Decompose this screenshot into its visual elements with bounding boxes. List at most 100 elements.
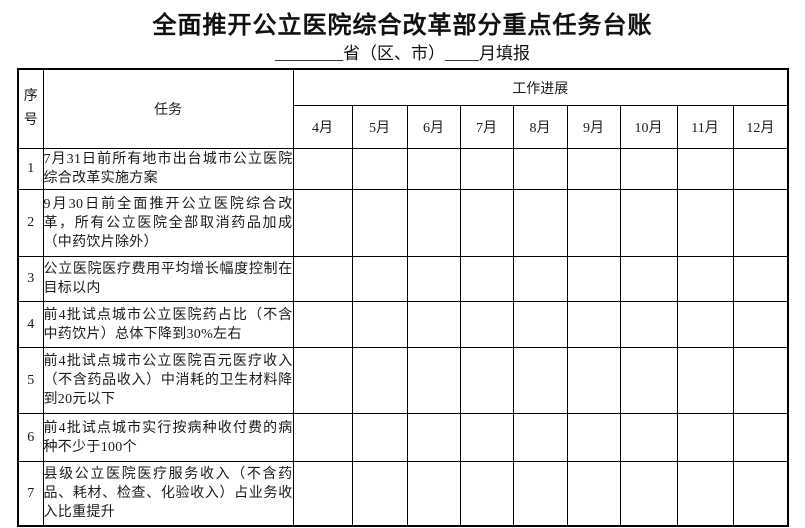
progress-cell [351, 347, 408, 414]
month-header-may: 5月 [351, 105, 408, 149]
column-header-task: 任务 [42, 68, 294, 149]
table-row: 6 前4批试点城市实行按病种收付费的病种不少于100个 [17, 413, 789, 462]
progress-cell [406, 301, 461, 348]
task-cell: 前4批试点城市实行按病种收付费的病种不少于100个 [42, 413, 294, 462]
table-row: 4 前4批试点城市公立医院药占比（不含中药饮片）总体下降到30%左右 [17, 301, 789, 348]
progress-cell [512, 461, 568, 527]
progress-cell [292, 347, 353, 414]
header-row-months: 4月 5月 6月 7月 8月 9月 10月 11月 12月 [18, 105, 789, 149]
progress-cell [566, 148, 621, 190]
progress-cell [406, 413, 461, 462]
table-row: 1 7月31日前所有地市出台城市公立医院综合改革实施方案 [17, 148, 789, 190]
progress-cell [406, 256, 461, 302]
table-row: 7 县级公立医院医疗服务收入（不含药品、耗材、检查、化验收入）占业务收入比重提升 [17, 461, 789, 527]
row-number: 4 [17, 301, 44, 348]
progress-cell [512, 413, 568, 462]
progress-cell [351, 256, 408, 302]
progress-cell [512, 148, 568, 190]
progress-cell [459, 413, 514, 462]
task-cell: 7月31日前所有地市出台城市公立医院综合改革实施方案 [42, 148, 294, 190]
progress-cell [459, 148, 514, 190]
month-header-sep: 9月 [566, 105, 621, 149]
progress-cell [566, 347, 621, 414]
page-subtitle: ________省（区、市）____月填报 [275, 44, 530, 63]
table-row: 5 前4批试点城市公立医院百元医疗收入（不含药品收入）中消耗的卫生材料降到20元… [17, 347, 789, 414]
progress-cell [292, 189, 353, 257]
progress-cell [292, 148, 353, 190]
table-row: 2 9月30日前全面推开公立医院综合改革，所有公立医院全部取消药品加成（中药饮片… [17, 189, 789, 257]
progress-cell [351, 461, 408, 527]
row-number: 2 [17, 189, 44, 257]
progress-cell [676, 189, 734, 257]
month-header-apr: 4月 [292, 105, 353, 149]
progress-cell [566, 301, 621, 348]
task-ledger-table: 序号 任务 工作进展 4月 5月 6月 7月 8月 9月 10月 11月 12月… [17, 68, 790, 527]
progress-cell [732, 413, 789, 462]
progress-cell [566, 461, 621, 527]
progress-cell [676, 148, 734, 190]
header-row-progress: 序号 任务 工作进展 [17, 68, 789, 149]
progress-cell [619, 301, 678, 348]
task-cell: 前4批试点城市公立医院药占比（不含中药饮片）总体下降到30%左右 [42, 301, 294, 348]
task-cell: 前4批试点城市公立医院百元医疗收入（不含药品收入）中消耗的卫生材料降到20元以下 [42, 347, 294, 414]
table-row: 3 公立医院医疗费用平均增长幅度控制在目标以内 [17, 256, 789, 302]
progress-cell [459, 347, 514, 414]
progress-cell [512, 347, 568, 414]
progress-cell [292, 256, 353, 302]
progress-cell [676, 461, 734, 527]
month-header-jun: 6月 [406, 105, 461, 149]
progress-cell [406, 461, 461, 527]
progress-cell [566, 189, 621, 257]
progress-cell [512, 189, 568, 257]
progress-cell [292, 301, 353, 348]
progress-cell [406, 189, 461, 257]
progress-cell [732, 301, 789, 348]
progress-cell [406, 148, 461, 190]
month-header-dec: 12月 [732, 105, 789, 149]
month-header-oct: 10月 [619, 105, 678, 149]
progress-cell [351, 301, 408, 348]
task-cell: 9月30日前全面推开公立医院综合改革，所有公立医院全部取消药品加成（中药饮片除外… [42, 189, 294, 257]
progress-cell [732, 461, 789, 527]
progress-cell [676, 256, 734, 302]
progress-cell [619, 256, 678, 302]
progress-cell [292, 461, 353, 527]
row-number: 1 [17, 148, 44, 190]
progress-cell [459, 301, 514, 348]
progress-cell [459, 189, 514, 257]
progress-cell [732, 347, 789, 414]
progress-cell [406, 347, 461, 414]
row-number: 5 [17, 347, 44, 414]
progress-cell [732, 189, 789, 257]
progress-cell [676, 413, 734, 462]
task-cell: 县级公立医院医疗服务收入（不含药品、耗材、检查、化验收入）占业务收入比重提升 [42, 461, 294, 527]
progress-cell [512, 256, 568, 302]
progress-cell [459, 256, 514, 302]
progress-cell [351, 413, 408, 462]
progress-cell [566, 256, 621, 302]
progress-cell [676, 301, 734, 348]
progress-cell [732, 148, 789, 190]
month-header-aug: 8月 [512, 105, 568, 149]
month-header-jul: 7月 [459, 105, 514, 149]
progress-cell [619, 148, 678, 190]
progress-cell [619, 189, 678, 257]
row-number: 6 [17, 413, 44, 462]
page-title: 全面推开公立医院综合改革部分重点任务台账 [152, 13, 653, 39]
progress-cell [566, 413, 621, 462]
progress-cell [619, 461, 678, 527]
progress-cell [512, 301, 568, 348]
row-number: 3 [17, 256, 44, 302]
column-header-progress: 工作进展 [292, 68, 789, 106]
progress-cell [676, 347, 734, 414]
progress-cell [732, 256, 789, 302]
row-number: 7 [17, 461, 44, 527]
progress-cell [292, 413, 353, 462]
progress-cell [619, 347, 678, 414]
column-header-no: 序号 [17, 68, 44, 149]
progress-cell [351, 148, 408, 190]
progress-cell [619, 413, 678, 462]
month-header-nov: 11月 [676, 105, 734, 149]
task-cell: 公立医院医疗费用平均增长幅度控制在目标以内 [42, 256, 294, 302]
